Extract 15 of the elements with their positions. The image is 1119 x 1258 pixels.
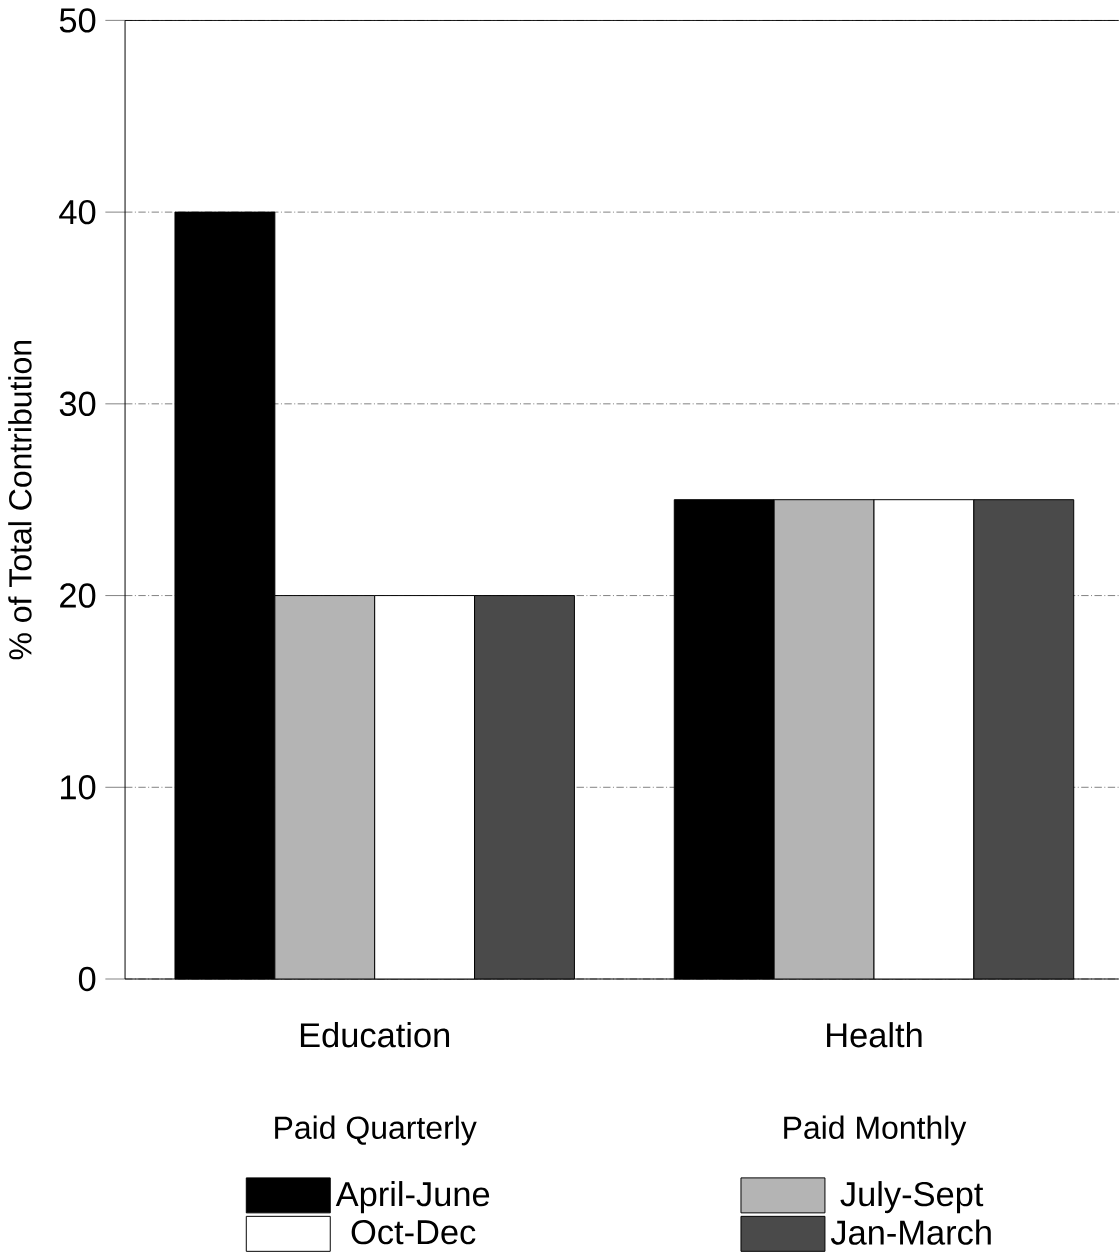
legend-label: Oct-Dec: [351, 1219, 476, 1245]
y-tick-label: 30: [59, 391, 96, 417]
y-tick-label: 0: [78, 966, 96, 992]
y-tick-label: 10: [60, 775, 96, 800]
legend-label: July-Sept: [840, 1181, 984, 1214]
y-axis-title: % of Total Contribution: [8, 341, 32, 660]
legend-label: April-June: [335, 1181, 490, 1214]
text: Paid Monthly: [784, 1115, 967, 1146]
text: Paid Quarterly: [275, 1115, 477, 1146]
x-tick-label: Health: [826, 1022, 922, 1048]
legend-label: Jan-March: [830, 1219, 991, 1245]
x-tick-label: Education: [300, 1022, 449, 1048]
y-tick-label: 20: [60, 583, 96, 608]
y-tick-label: 40: [59, 199, 96, 225]
y-tick-label: 50: [59, 8, 96, 33]
